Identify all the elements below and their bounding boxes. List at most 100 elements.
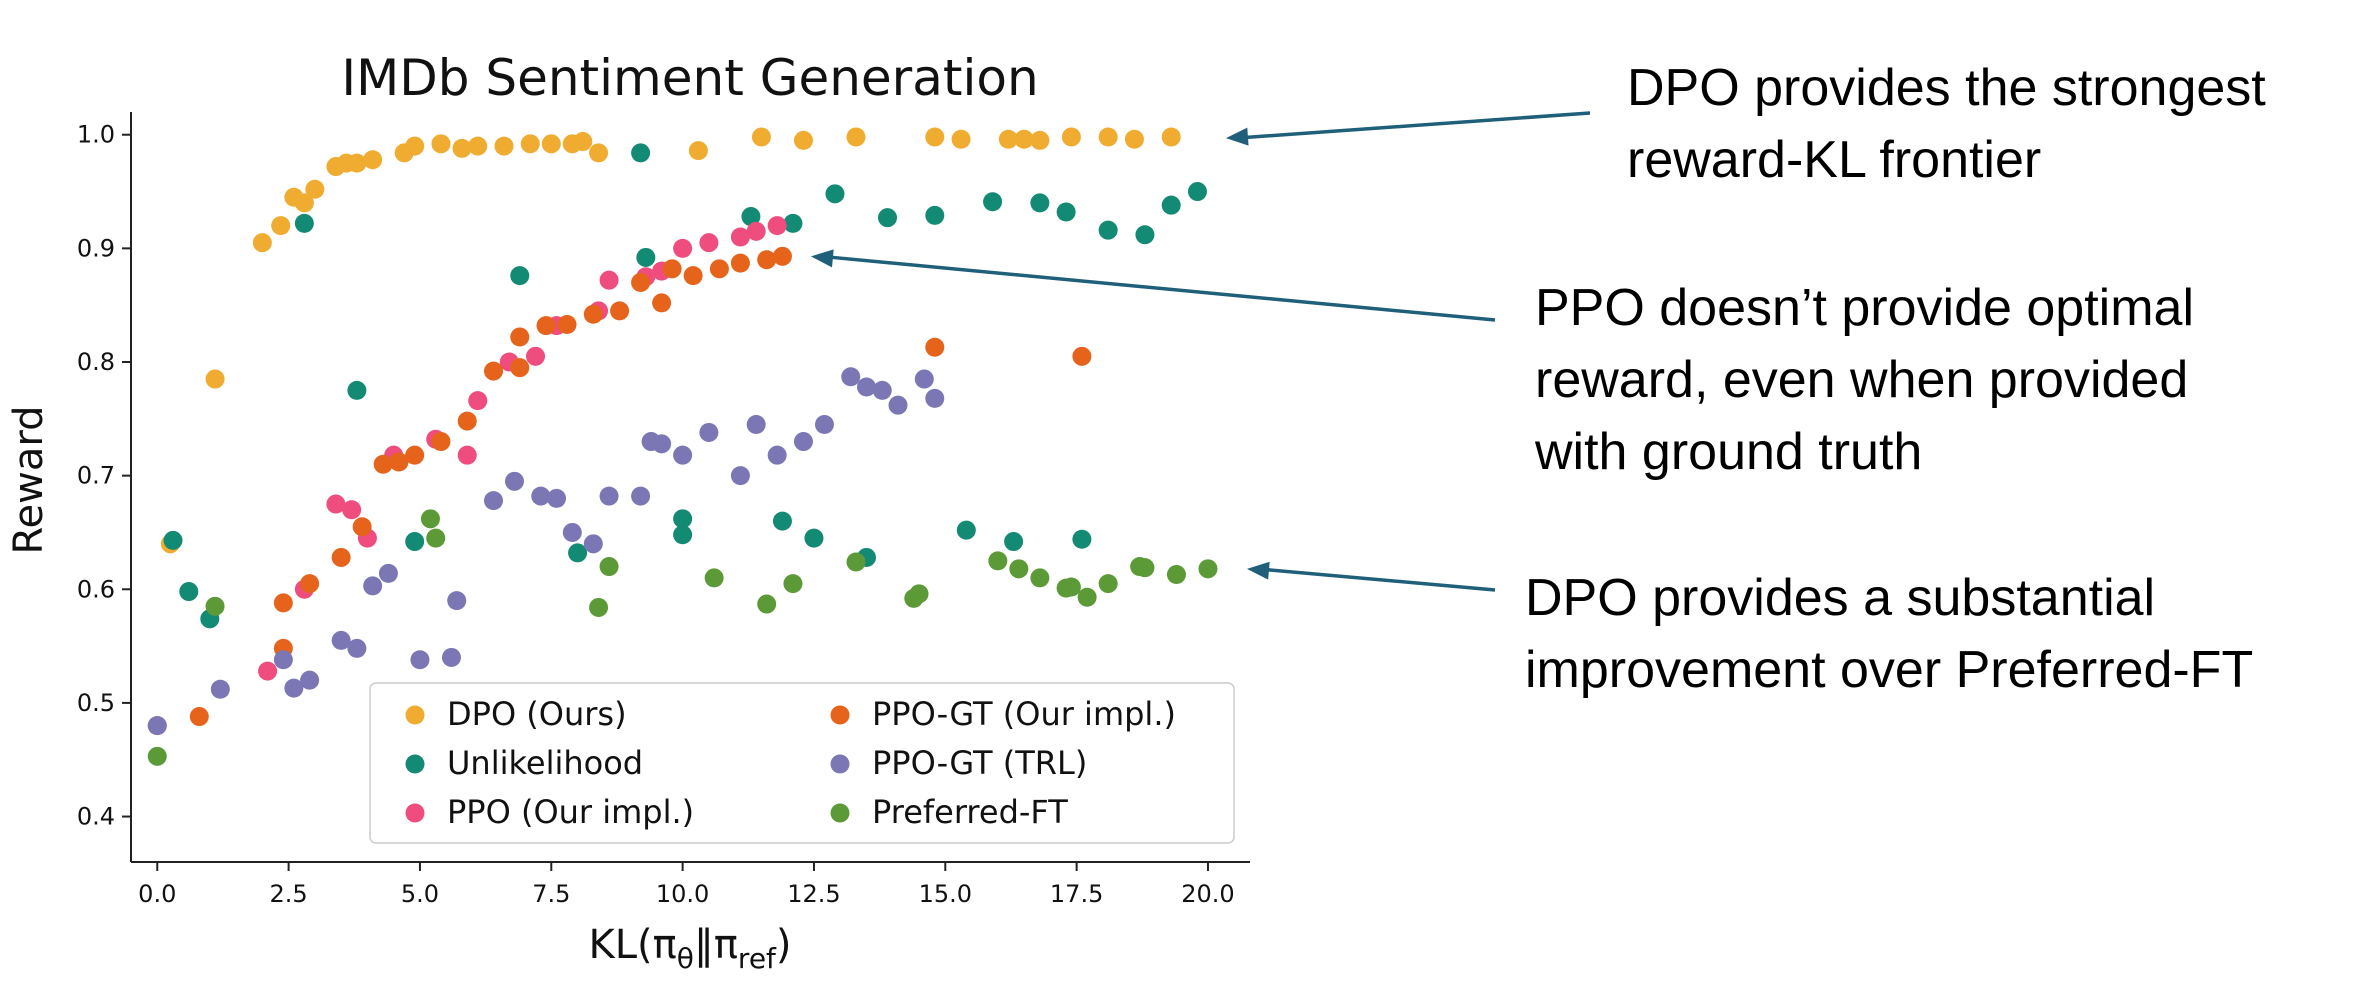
point-ppo-gt-trl: [447, 591, 467, 611]
point-preferred-ft: [205, 596, 225, 616]
point-preferred-ft: [147, 746, 167, 766]
legend-marker-preferred-ft: [830, 803, 850, 823]
point-unlikelihood: [1135, 225, 1155, 245]
x-axis-title-close: ): [776, 922, 792, 968]
point-preferred-ft: [1166, 565, 1186, 584]
annotation-ppo-not-optimal: PPO doesn’t provide optimal reward, even…: [1535, 279, 2195, 481]
point-ppo-gt-our-impl: [431, 432, 451, 452]
point-dpo-ours: [271, 216, 291, 236]
point-dpo-ours: [468, 136, 488, 156]
legend: DPO (Ours) PPO-GT (Our impl.) Unlikelihood…: [369, 682, 1235, 844]
point-ppo-gt-trl: [562, 522, 582, 542]
point-unlikelihood: [772, 511, 792, 531]
point-unlikelihood: [925, 205, 945, 225]
data-points: [147, 127, 1218, 766]
point-unlikelihood: [804, 528, 824, 548]
point-preferred-ft: [599, 557, 619, 577]
x-axis-title-kl: KL(π: [588, 922, 676, 968]
x-tick-label: 12.5: [787, 880, 840, 908]
point-preferred-ft: [1135, 558, 1155, 578]
point-ppo-gt-our-impl: [457, 411, 477, 431]
y-tick-label: 0.6: [77, 575, 115, 603]
point-unlikelihood: [568, 543, 588, 563]
reward-kl-scatter-chart: IMDb Sentiment Generation Reward KL(πθ‖π…: [6, 49, 1250, 975]
point-dpo-ours: [347, 153, 367, 173]
point-unlikelihood: [956, 520, 976, 540]
legend-label-ppo-gt-trl: PPO-GT (TRL): [872, 744, 1087, 782]
legend-marker-dpo-ours: [405, 705, 425, 725]
point-dpo-ours: [1124, 129, 1144, 149]
y-tick-label: 1.0: [77, 121, 115, 149]
point-unlikelihood: [294, 213, 314, 233]
point-preferred-ft: [704, 568, 724, 588]
point-dpo-ours: [751, 127, 771, 147]
point-dpo-ours: [1061, 127, 1081, 147]
point-preferred-ft: [988, 551, 1008, 571]
point-dpo-ours: [205, 369, 225, 389]
point-ppo-gt-our-impl: [405, 445, 425, 465]
point-unlikelihood: [405, 532, 425, 552]
point-ppo-gt-trl: [856, 377, 876, 397]
point-unlikelihood: [636, 247, 656, 267]
point-ppo-gt-trl: [531, 486, 551, 506]
point-preferred-ft: [589, 597, 609, 617]
point-ppo-gt-trl: [147, 716, 167, 736]
legend-marker-unlikelihood: [405, 754, 425, 774]
point-ppo-gt-trl: [872, 380, 892, 400]
legend-label-dpo-ours: DPO (Ours): [447, 695, 627, 733]
point-ppo-gt-trl: [410, 650, 430, 670]
point-preferred-ft: [1198, 559, 1218, 579]
point-ppo-gt-our-impl: [510, 358, 530, 378]
point-ppo-gt-trl: [841, 367, 861, 387]
point-ppo-gt-our-impl: [757, 250, 777, 270]
point-ppo-gt-our-impl: [683, 266, 703, 286]
point-unlikelihood: [1187, 182, 1207, 202]
point-ppo-gt-trl: [925, 388, 945, 408]
point-unlikelihood: [1098, 220, 1118, 240]
annotation-arrow-line: [1256, 567, 1496, 592]
x-axis-title-ref: ref: [738, 942, 777, 975]
point-ppo-gt-our-impl: [189, 707, 209, 727]
point-dpo-ours: [431, 134, 451, 154]
point-dpo-ours: [452, 138, 472, 158]
point-preferred-ft: [420, 509, 440, 529]
point-ppo-gt-trl: [331, 630, 351, 650]
point-ppo-gt-trl: [730, 466, 750, 486]
y-tick-label: 0.8: [77, 348, 115, 376]
point-ppo-gt-trl: [210, 679, 230, 699]
point-ppo-gt-trl: [273, 650, 293, 670]
point-preferred-ft: [909, 584, 929, 604]
legend-label-ppo-our-impl: PPO (Our impl.): [447, 793, 694, 831]
point-dpo-ours: [998, 129, 1018, 149]
point-ppo-gt-our-impl: [730, 253, 750, 273]
point-ppo-our-impl: [699, 233, 719, 253]
point-ppo-gt-trl: [914, 369, 934, 389]
point-ppo-gt-trl: [767, 445, 787, 465]
point-dpo-ours: [1030, 130, 1050, 150]
y-tick-label: 0.9: [77, 234, 115, 262]
legend-label-preferred-ft: Preferred-FT: [872, 793, 1068, 831]
chart-title: IMDb Sentiment Generation: [341, 49, 1038, 107]
point-ppo-our-impl: [342, 500, 362, 520]
point-ppo-gt-trl: [505, 471, 525, 491]
x-axis-title-theta: θ: [677, 942, 694, 975]
x-tick-label: 17.5: [1050, 880, 1103, 908]
y-tick-label: 0.7: [77, 462, 115, 490]
point-ppo-gt-our-impl: [273, 593, 293, 613]
x-tick-label: 7.5: [532, 880, 570, 908]
point-ppo-our-impl: [767, 216, 787, 236]
point-dpo-ours: [951, 129, 971, 149]
point-ppo-gt-trl: [888, 395, 908, 415]
annotation-dpo-vs-preferred-ft: DPO provides a substantial improvement o…: [1525, 569, 2254, 699]
point-ppo-gt-trl: [441, 647, 461, 667]
point-dpo-ours: [520, 134, 540, 154]
point-dpo-ours: [589, 143, 609, 163]
point-unlikelihood: [631, 143, 651, 163]
point-dpo-ours: [252, 233, 272, 253]
axes: 0.0 2.5 5.0 7.5 10.0 12.5 15.0 17.5 20.0 0.4 0.5 0.…: [77, 112, 1250, 908]
point-ppo-gt-our-impl: [709, 259, 729, 279]
point-dpo-ours: [1098, 127, 1118, 147]
point-unlikelihood: [825, 184, 845, 204]
point-unlikelihood: [1161, 195, 1181, 215]
x-tick-label: 5.0: [401, 880, 439, 908]
